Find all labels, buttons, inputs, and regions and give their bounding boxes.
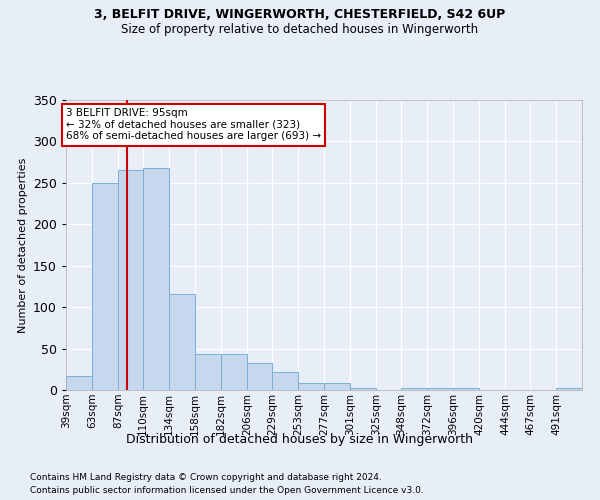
- Bar: [401, 388, 427, 390]
- Bar: [556, 388, 582, 390]
- Bar: [195, 354, 221, 390]
- Text: Size of property relative to detached houses in Wingerworth: Size of property relative to detached ho…: [121, 22, 479, 36]
- Bar: [324, 384, 350, 390]
- Bar: [118, 170, 143, 390]
- Bar: [427, 388, 453, 390]
- Bar: [350, 388, 376, 390]
- Bar: [92, 183, 118, 390]
- Bar: [298, 384, 324, 390]
- Bar: [169, 294, 195, 390]
- Text: 3, BELFIT DRIVE, WINGERWORTH, CHESTERFIELD, S42 6UP: 3, BELFIT DRIVE, WINGERWORTH, CHESTERFIE…: [94, 8, 506, 20]
- Bar: [143, 168, 169, 390]
- Bar: [272, 372, 298, 390]
- Bar: [247, 362, 272, 390]
- Bar: [453, 388, 479, 390]
- Y-axis label: Number of detached properties: Number of detached properties: [17, 158, 28, 332]
- Text: 3 BELFIT DRIVE: 95sqm
← 32% of detached houses are smaller (323)
68% of semi-det: 3 BELFIT DRIVE: 95sqm ← 32% of detached …: [66, 108, 321, 142]
- Text: Distribution of detached houses by size in Wingerworth: Distribution of detached houses by size …: [127, 432, 473, 446]
- Bar: [66, 376, 92, 390]
- Text: Contains public sector information licensed under the Open Government Licence v3: Contains public sector information licen…: [30, 486, 424, 495]
- Bar: [221, 354, 247, 390]
- Text: Contains HM Land Registry data © Crown copyright and database right 2024.: Contains HM Land Registry data © Crown c…: [30, 472, 382, 482]
